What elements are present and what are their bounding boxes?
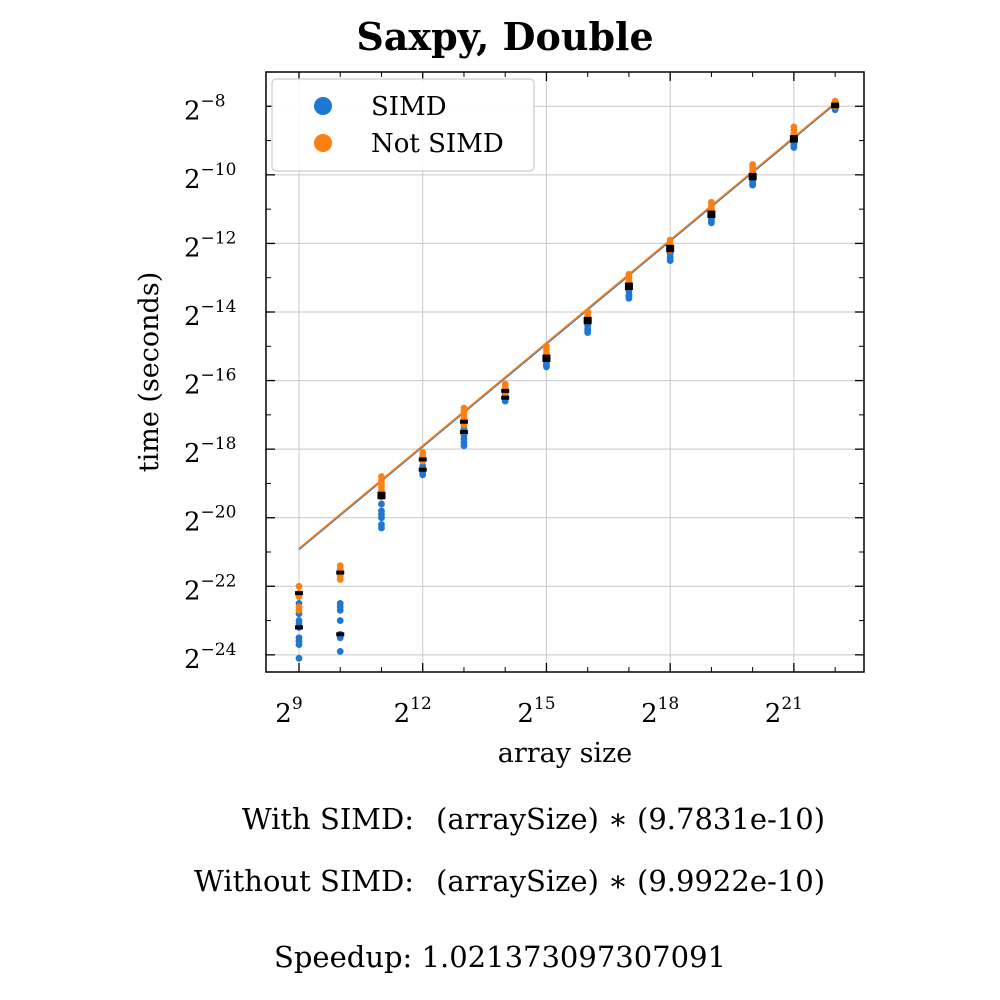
mean-marker [789, 135, 798, 140]
ticks: 29 212 215 218 221 2−8 2−10 2−12 2−14 2−16 2−18 2−2… [184, 71, 864, 729]
x-tick-label: 218 [641, 694, 679, 729]
mean-marker [666, 248, 675, 253]
y-tick-label: 2−20 [184, 503, 236, 538]
point-simd [749, 181, 757, 189]
point-simd [378, 500, 385, 508]
mean-marker [501, 395, 510, 400]
point-simd [378, 524, 385, 532]
point-simd [666, 257, 674, 264]
mean-marker [666, 244, 675, 249]
fit-line-simd [298, 103, 836, 551]
point-simd [336, 648, 344, 655]
legend-box [271, 78, 535, 172]
point-not-simd [295, 606, 303, 614]
point-not-simd [295, 582, 303, 590]
y-tick-label: 2−22 [184, 571, 236, 606]
legend: SIMD Not SIMD [271, 78, 535, 172]
data-points [295, 97, 839, 662]
point-not-simd [336, 576, 344, 583]
with-simd-value: (arraySize) ∗ (9.7831e-10) [436, 802, 826, 836]
x-axis-label: array size [498, 738, 633, 769]
x-tick-label: 212 [394, 694, 432, 729]
y-tick-label: 2−12 [184, 228, 236, 263]
without-simd-value: (arraySize) ∗ (9.9922e-10) [436, 864, 826, 898]
point-simd [336, 617, 344, 624]
without-simd-label: Without SIMD: [194, 864, 414, 898]
mean-marker [459, 430, 468, 434]
mean-marker [748, 176, 757, 181]
point-simd [336, 606, 344, 614]
chart-title: Saxpy, Double [356, 14, 653, 59]
mean-marker [336, 570, 345, 575]
speedup-text: Speedup: 1.021373097307091 [274, 940, 726, 974]
point-simd [790, 144, 798, 151]
with-simd-label: With SIMD: [241, 802, 414, 836]
point-simd [584, 329, 592, 336]
mean-marker [418, 467, 427, 472]
mean-marker [624, 282, 633, 287]
mean-marker [583, 316, 592, 321]
mean-marker [377, 495, 386, 500]
point-simd [543, 363, 550, 371]
point-simd [419, 471, 427, 479]
x-tick-label: 29 [275, 694, 302, 729]
mean-marker [418, 457, 427, 462]
mean-marker [789, 138, 798, 143]
fit-lines [298, 102, 836, 551]
point-simd [295, 641, 303, 648]
mean-marker [294, 625, 303, 630]
legend-marker-not-simd [314, 134, 332, 152]
y-tick-label: 2−8 [184, 91, 226, 126]
mean-marker [748, 172, 757, 177]
y-tick-label: 2−14 [184, 297, 236, 332]
point-simd [378, 514, 385, 522]
mean-marker [831, 104, 840, 109]
point-simd [460, 442, 468, 450]
x-tick-label: 215 [517, 694, 555, 729]
x-tick-label: 221 [765, 694, 803, 729]
mean-marker [459, 419, 468, 424]
mean-marker [707, 210, 716, 215]
mean-marker [336, 632, 345, 637]
mean-marker [294, 591, 303, 596]
legend-label-not-simd: Not SIMD [371, 129, 504, 159]
y-tick-label: 2−18 [184, 434, 236, 469]
mean-marker [501, 388, 510, 393]
y-axis-label: time (seconds) [134, 272, 165, 472]
mean-marker [377, 491, 386, 496]
point-simd [708, 219, 715, 227]
mean-marker [583, 320, 592, 325]
y-tick-label: 2−10 [184, 160, 236, 195]
plot-frame [265, 71, 865, 673]
legend-marker-simd [314, 97, 332, 115]
y-tick-label: 2−16 [184, 366, 236, 401]
point-simd [295, 654, 303, 662]
fit-line-not-simd [298, 102, 836, 550]
mean-marker [542, 354, 551, 359]
mean-marker [707, 214, 716, 218]
mean-markers [294, 102, 840, 637]
point-simd [625, 294, 633, 302]
mean-marker [624, 286, 633, 290]
y-tick-label: 2−24 [184, 640, 236, 675]
mean-marker [542, 358, 551, 362]
legend-label-simd: SIMD [371, 92, 447, 122]
